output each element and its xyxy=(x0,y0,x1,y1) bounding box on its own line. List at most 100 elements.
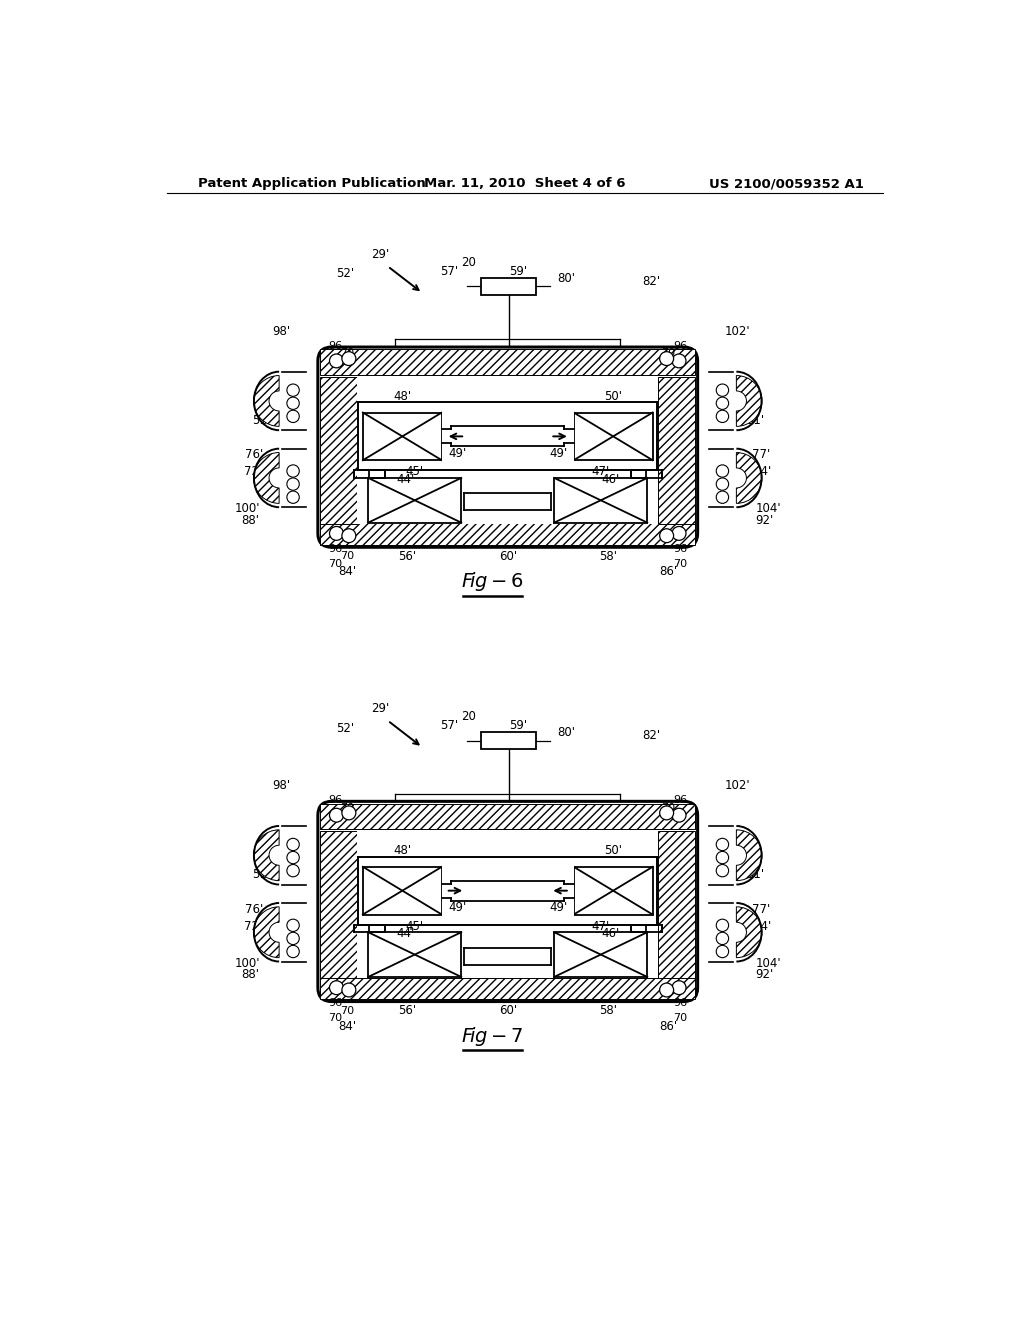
Circle shape xyxy=(716,919,729,932)
Text: 49': 49' xyxy=(549,446,567,459)
Circle shape xyxy=(716,865,729,876)
Text: 70: 70 xyxy=(340,348,354,358)
Text: 46': 46' xyxy=(601,473,620,486)
Text: 70: 70 xyxy=(328,1014,342,1023)
Text: 96: 96 xyxy=(674,341,688,351)
Circle shape xyxy=(287,411,299,422)
Text: 82': 82' xyxy=(642,730,660,742)
Bar xyxy=(658,378,695,524)
Wedge shape xyxy=(736,453,762,503)
Text: 98': 98' xyxy=(272,779,291,792)
Text: 44': 44' xyxy=(396,473,415,486)
FancyBboxPatch shape xyxy=(317,801,697,1002)
Text: 86': 86' xyxy=(659,1019,677,1032)
Text: 70: 70 xyxy=(340,552,354,561)
Text: 88': 88' xyxy=(242,968,260,981)
Text: 57': 57' xyxy=(440,265,459,279)
Circle shape xyxy=(672,808,686,822)
Text: 100': 100' xyxy=(234,957,260,970)
Circle shape xyxy=(330,981,343,995)
Text: 104': 104' xyxy=(756,502,781,515)
Text: 45': 45' xyxy=(406,465,424,478)
Bar xyxy=(321,378,357,524)
Circle shape xyxy=(287,465,299,478)
Wedge shape xyxy=(736,830,762,880)
Bar xyxy=(321,350,695,375)
Text: 49': 49' xyxy=(449,446,467,459)
Text: 48': 48' xyxy=(393,843,412,857)
Text: 92': 92' xyxy=(756,513,774,527)
Wedge shape xyxy=(254,907,280,958)
Text: 70: 70 xyxy=(328,560,342,569)
Bar xyxy=(321,804,695,829)
Bar xyxy=(362,867,442,915)
Text: 44': 44' xyxy=(396,927,415,940)
Wedge shape xyxy=(254,830,280,880)
Circle shape xyxy=(287,919,299,932)
Bar xyxy=(369,932,461,977)
Text: 96: 96 xyxy=(674,998,688,1008)
Circle shape xyxy=(672,981,686,995)
Text: 49': 49' xyxy=(549,902,567,915)
Circle shape xyxy=(342,983,356,997)
Bar xyxy=(658,832,695,978)
Bar xyxy=(358,403,657,470)
Text: 76': 76' xyxy=(246,449,263,462)
Bar xyxy=(554,478,647,523)
Circle shape xyxy=(716,945,729,958)
Bar xyxy=(362,412,442,461)
Text: 70: 70 xyxy=(662,348,675,358)
Text: 20: 20 xyxy=(462,256,476,269)
Wedge shape xyxy=(254,375,280,426)
Circle shape xyxy=(287,397,299,409)
Bar xyxy=(573,867,652,915)
Circle shape xyxy=(330,808,343,822)
Circle shape xyxy=(716,851,729,863)
Text: 51': 51' xyxy=(252,413,270,426)
Circle shape xyxy=(342,529,356,543)
Circle shape xyxy=(716,397,729,409)
Text: 59': 59' xyxy=(509,719,527,733)
Text: 98': 98' xyxy=(272,325,291,338)
Circle shape xyxy=(287,491,299,503)
Text: 70: 70 xyxy=(674,560,688,569)
Wedge shape xyxy=(254,453,280,503)
Circle shape xyxy=(287,945,299,958)
Circle shape xyxy=(342,807,356,820)
Text: 60': 60' xyxy=(499,550,517,564)
Text: 76': 76' xyxy=(246,903,263,916)
Text: 96: 96 xyxy=(328,795,342,805)
Text: 70: 70 xyxy=(662,803,675,813)
Circle shape xyxy=(330,354,343,368)
Text: 57': 57' xyxy=(440,719,459,733)
Text: 49': 49' xyxy=(449,902,467,915)
Text: 92': 92' xyxy=(756,968,774,981)
Circle shape xyxy=(659,807,674,820)
Circle shape xyxy=(672,354,686,368)
FancyBboxPatch shape xyxy=(317,347,697,548)
Text: 58': 58' xyxy=(599,550,617,564)
Circle shape xyxy=(716,411,729,422)
Text: 29': 29' xyxy=(371,248,389,261)
Text: 96: 96 xyxy=(328,341,342,351)
Text: $\mathit{F}\!\mathit{ig}-7$: $\mathit{F}\!\mathit{ig}-7$ xyxy=(461,1024,523,1048)
Text: 56': 56' xyxy=(398,1005,416,1018)
Circle shape xyxy=(287,865,299,876)
Circle shape xyxy=(716,465,729,478)
Text: 72': 72' xyxy=(244,465,262,478)
Text: $\mathit{F}\!\mathit{ig}-6$: $\mathit{F}\!\mathit{ig}-6$ xyxy=(461,570,523,594)
Text: 84': 84' xyxy=(338,1019,356,1032)
Text: 80': 80' xyxy=(557,272,574,285)
Wedge shape xyxy=(736,376,762,426)
Circle shape xyxy=(342,351,356,366)
Circle shape xyxy=(330,527,343,540)
Text: Mar. 11, 2010  Sheet 4 of 6: Mar. 11, 2010 Sheet 4 of 6 xyxy=(424,177,626,190)
Bar xyxy=(358,857,657,924)
Text: 50': 50' xyxy=(604,843,623,857)
Text: 47': 47' xyxy=(592,920,610,933)
Text: +12VDC: +12VDC xyxy=(481,280,536,293)
Text: 80': 80' xyxy=(557,726,574,739)
Bar xyxy=(442,404,573,470)
Text: 58': 58' xyxy=(599,1005,617,1018)
Text: 52': 52' xyxy=(336,268,354,280)
